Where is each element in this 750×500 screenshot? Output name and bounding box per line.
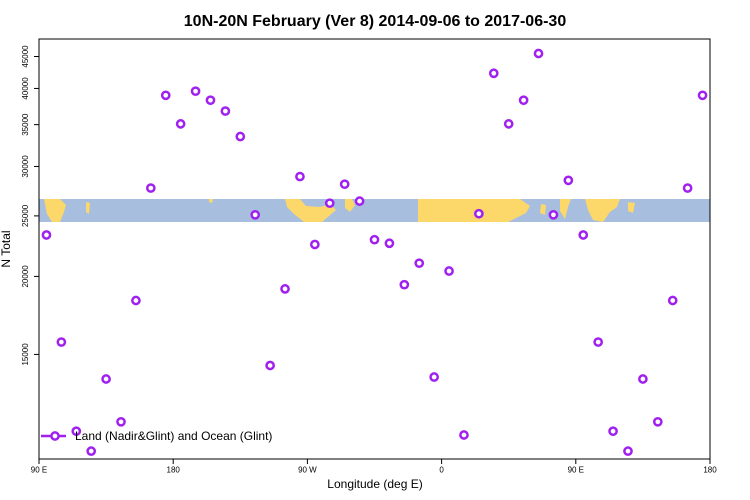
data-point-11 [205, 95, 216, 106]
land-pacific-island-1 [86, 202, 90, 214]
data-point-37 [593, 337, 604, 347]
data-point-15 [265, 360, 275, 371]
land-australia [44, 199, 66, 222]
x-axis-title: Longitude (deg E) [327, 477, 422, 491]
data-point-6 [131, 295, 141, 306]
data-point-5 [116, 416, 126, 427]
data-point-8 [160, 90, 171, 101]
y-tick-label-0: 15000 [21, 343, 30, 366]
data-point-9 [175, 119, 186, 129]
data-point-33 [533, 48, 544, 59]
plot-frame [38, 38, 711, 460]
land-madagascar [540, 204, 546, 215]
data-point-2 [71, 426, 82, 437]
y-axis: 15000 20000 25000 30000 35000 40000 45000 [21, 45, 39, 366]
data-points [41, 48, 708, 456]
y-axis-title: N Total [0, 230, 13, 267]
chart-title: 10N-20N February (Ver 8) 2014-09-06 to 2… [184, 13, 567, 30]
legend: Land (Nadir&Glint) and Ocean (Glint) [41, 429, 272, 443]
map-band [39, 199, 710, 222]
data-point-16 [280, 284, 290, 294]
x-tick-label-5: 180 [703, 466, 717, 475]
data-point-20 [339, 179, 350, 190]
data-point-26 [429, 372, 439, 382]
data-point-35 [563, 175, 574, 186]
y-tick-label-5: 40000 [21, 77, 30, 100]
data-point-41 [652, 416, 663, 427]
data-point-30 [488, 68, 499, 79]
data-point-25 [414, 258, 425, 269]
x-tick-label-1: 180 [167, 466, 181, 475]
data-point-10 [190, 86, 201, 97]
land-india [560, 199, 571, 219]
data-point-44 [697, 90, 708, 101]
data-point-12 [220, 106, 231, 116]
land-southeast-asia [585, 199, 620, 222]
land-central-america [345, 199, 355, 212]
land-pacific-island-2 [209, 199, 213, 203]
data-point-14 [250, 209, 261, 220]
legend-label: Land (Nadir&Glint) and Ocean (Glint) [75, 429, 272, 443]
data-point-24 [399, 279, 410, 290]
data-point-31 [503, 119, 514, 129]
x-tick-label-0: 90 E [31, 466, 47, 475]
data-point-21 [354, 196, 365, 206]
data-point-32 [518, 95, 529, 106]
legend-marker [50, 431, 60, 441]
x-axis: 90 E 180 90 W 0 90 E 180 [31, 459, 717, 475]
x-tick-label-2: 90 W [298, 466, 317, 475]
y-tick-label-3: 30000 [21, 155, 30, 178]
land-new-guinea [628, 202, 635, 213]
data-point-42 [667, 295, 678, 306]
data-point-0 [41, 230, 52, 240]
data-point-36 [578, 230, 589, 240]
data-point-39 [623, 446, 633, 456]
data-point-34 [548, 209, 559, 220]
land-africa [418, 199, 530, 222]
x-tick-label-3: 0 [439, 466, 444, 475]
data-point-18 [310, 239, 320, 250]
data-point-3 [86, 446, 97, 456]
x-tick-label-4: 90 E [568, 466, 584, 475]
data-point-40 [638, 374, 648, 384]
data-point-23 [384, 238, 395, 249]
data-point-28 [459, 430, 469, 440]
land-south-america [285, 199, 336, 222]
data-point-38 [608, 426, 618, 437]
y-tick-label-2: 25000 [21, 204, 30, 227]
data-point-7 [145, 183, 156, 193]
data-point-1 [56, 337, 67, 347]
data-point-27 [444, 266, 454, 276]
y-tick-label-4: 35000 [21, 113, 30, 136]
data-point-19 [324, 198, 335, 209]
y-tick-label-6: 45000 [21, 45, 30, 68]
data-point-13 [235, 131, 246, 142]
data-point-17 [295, 171, 305, 182]
data-point-4 [101, 374, 111, 384]
y-tick-label-1: 20000 [21, 265, 30, 288]
land-shapes [44, 199, 635, 222]
data-point-43 [682, 183, 693, 193]
data-point-22 [369, 234, 380, 245]
data-point-29 [474, 208, 484, 219]
